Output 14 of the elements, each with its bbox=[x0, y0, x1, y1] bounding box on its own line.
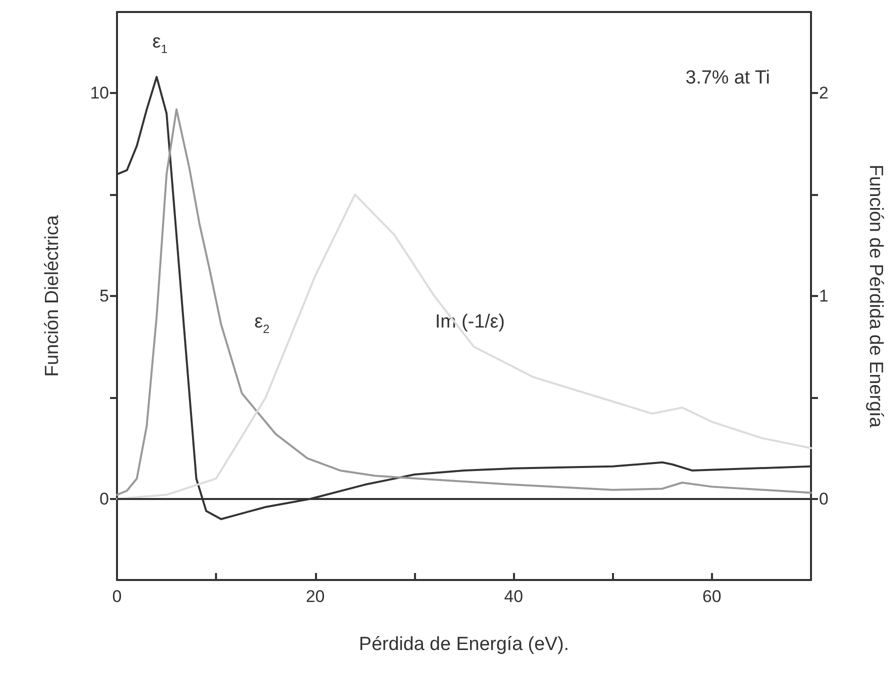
y-tick-label: 0 bbox=[100, 489, 109, 508]
x-tick-label: 0 bbox=[112, 587, 122, 606]
y-axis-title: Función Dieléctrica bbox=[42, 214, 63, 377]
y2-tick-label: 1 bbox=[819, 286, 828, 306]
y2-tick-label: 2 bbox=[819, 84, 828, 103]
x-tick-label: 20 bbox=[306, 587, 325, 606]
y-tick-label: 5 bbox=[100, 286, 109, 306]
y-tick-label: 10 bbox=[90, 84, 109, 103]
y2-axis-title: Función de Pérdida de Energía bbox=[865, 164, 886, 428]
x-tick-label: 40 bbox=[504, 587, 524, 606]
y2-tick-label: 0 bbox=[819, 489, 828, 508]
x-tick-label: 60 bbox=[702, 587, 722, 606]
annotation: 3.7% at Ti bbox=[686, 68, 770, 88]
x-axis-title: Pérdida de Energía (eV). bbox=[358, 634, 570, 655]
